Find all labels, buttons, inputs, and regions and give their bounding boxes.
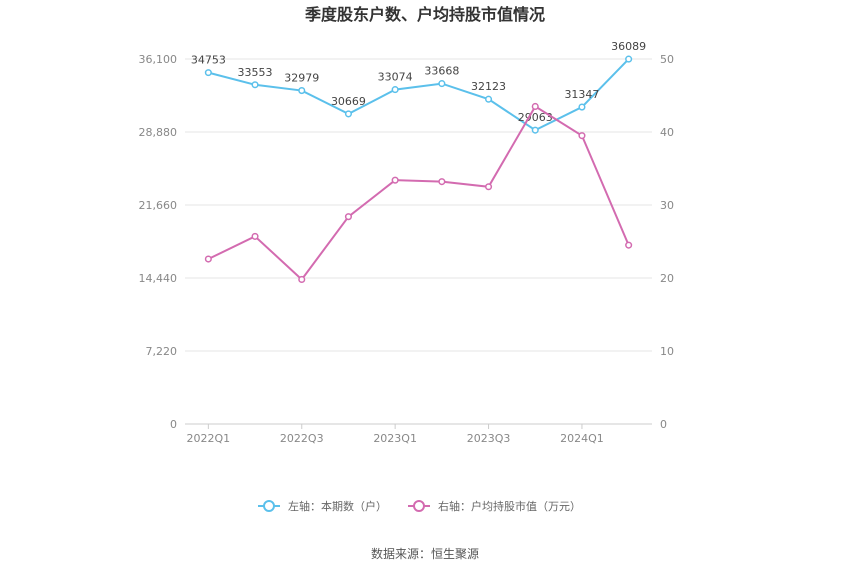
data-label: 33074 — [378, 71, 413, 84]
data-point — [391, 86, 399, 94]
y-left-tick-label: 36,100 — [139, 53, 178, 66]
chart-title: 季度股东户数、户均持股市值情况 — [304, 5, 545, 24]
data-label: 32979 — [284, 72, 319, 85]
y-left-tick-label: 14,440 — [139, 272, 178, 285]
y-left-tick-label: 0 — [170, 418, 177, 431]
data-label: 34753 — [191, 54, 226, 67]
data-point — [251, 81, 259, 89]
source-text: 数据来源：恒生聚源 — [371, 546, 479, 561]
y-right-tick-label: 30 — [660, 199, 674, 212]
y-left-tick-label: 7,220 — [146, 345, 178, 358]
y-right-tick-label: 0 — [660, 418, 667, 431]
grid-lines — [185, 58, 652, 425]
data-point — [531, 126, 539, 134]
data-point — [485, 183, 493, 191]
x-tick-label: 2024Q1 — [560, 432, 604, 445]
data-label: 33553 — [238, 66, 273, 79]
legend-item-market-value[interactable]: 右轴：户均持股市值（万元） — [408, 499, 581, 513]
data-point — [251, 232, 259, 240]
y-right-tick-label: 50 — [660, 53, 674, 66]
data-point — [344, 110, 353, 118]
legend[interactable]: 左轴：本期数（户） 右轴：户均持股市值（万元） — [258, 499, 581, 513]
x-tick-label: 2023Q1 — [373, 432, 417, 445]
data-point — [344, 213, 353, 221]
data-point — [204, 69, 212, 77]
x-tick-label: 2022Q3 — [280, 432, 324, 445]
data-point — [578, 132, 586, 140]
data-point — [204, 255, 212, 263]
data-label: 36089 — [611, 40, 646, 53]
y-right-tick-label: 10 — [660, 345, 674, 358]
data-label: 31347 — [564, 88, 599, 101]
y-left-tick-label: 21,660 — [139, 199, 178, 212]
data-point — [298, 275, 306, 284]
data-point — [578, 103, 586, 111]
legend-label: 右轴：户均持股市值（万元） — [438, 499, 581, 513]
axes: 0 0 7,220 10 14,440 20 21,660 30 28,880 40 36,100 5… — [139, 53, 675, 445]
legend-marker-icon — [263, 500, 275, 512]
data-point — [438, 178, 446, 186]
data-point — [298, 87, 306, 95]
y-right-tick-label: 40 — [660, 126, 674, 139]
data-point — [485, 95, 493, 103]
series-line-market-value — [207, 105, 630, 281]
x-tick-label: 2023Q3 — [467, 432, 511, 445]
data-point — [438, 80, 446, 88]
data-point — [531, 102, 539, 110]
legend-label: 左轴：本期数（户） — [288, 499, 387, 513]
data-point — [625, 55, 633, 63]
data-label: 33668 — [424, 65, 459, 78]
legend-item-holders[interactable]: 左轴：本期数（户） — [258, 499, 387, 513]
y-right-tick-label: 20 — [660, 272, 674, 285]
x-tick-label: 2022Q1 — [187, 432, 231, 445]
legend-marker-icon — [413, 500, 425, 512]
data-label: 32123 — [471, 80, 506, 93]
data-point — [391, 176, 399, 184]
data-point — [625, 241, 633, 249]
data-label: 30669 — [331, 95, 366, 108]
y-left-tick-label: 28,880 — [139, 126, 178, 139]
series-line-holders — [208, 58, 630, 132]
